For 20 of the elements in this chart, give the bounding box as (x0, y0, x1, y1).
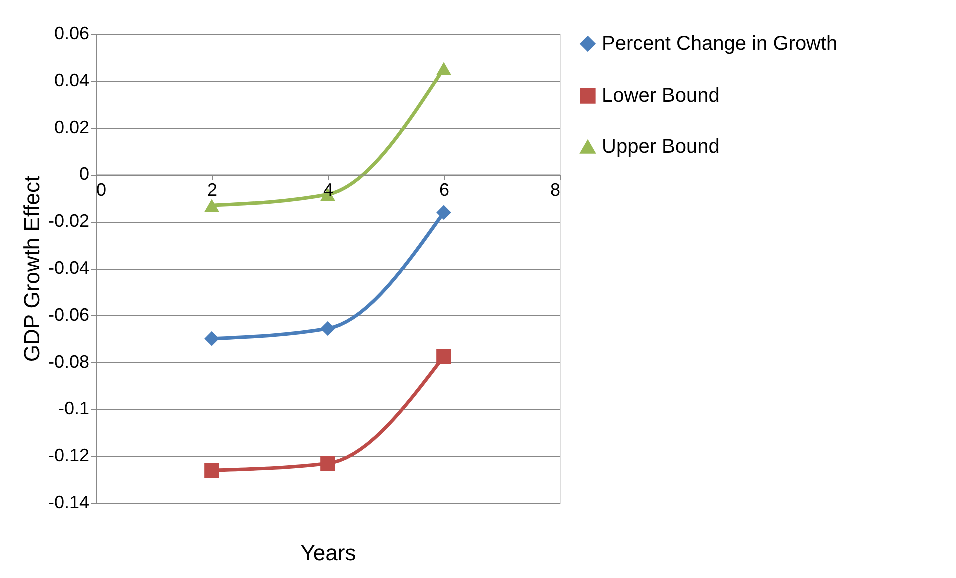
legend-label: Percent Change in Growth (602, 33, 838, 55)
y-axis-title: GDP Growth Effect (19, 176, 44, 362)
y-tick-label: -0.08 (48, 352, 90, 372)
y-tick-label: 0 (79, 164, 90, 184)
x-tick-label: 8 (550, 180, 560, 200)
legend-label: Upper Bound (602, 136, 720, 158)
y-tick-label: 0.06 (54, 24, 90, 44)
y-tick-label: -0.12 (48, 446, 90, 466)
y-tick-label: -0.02 (48, 211, 90, 232)
y-tick-label: -0.14 (48, 492, 90, 512)
x-tick-label: 6 (439, 180, 450, 200)
y-tick-label: -0.1 (58, 398, 90, 419)
y-tick-label: 0.02 (54, 117, 90, 138)
x-tick-label: 0 (96, 180, 107, 200)
y-tick-label: -0.04 (48, 258, 90, 278)
legend-label: Lower Bound (602, 85, 720, 107)
y-tick-label: -0.06 (48, 304, 90, 325)
x-axis-title: Years (300, 540, 356, 566)
x-tick-label: 2 (207, 180, 218, 200)
y-tick-label: 0.04 (54, 70, 90, 90)
